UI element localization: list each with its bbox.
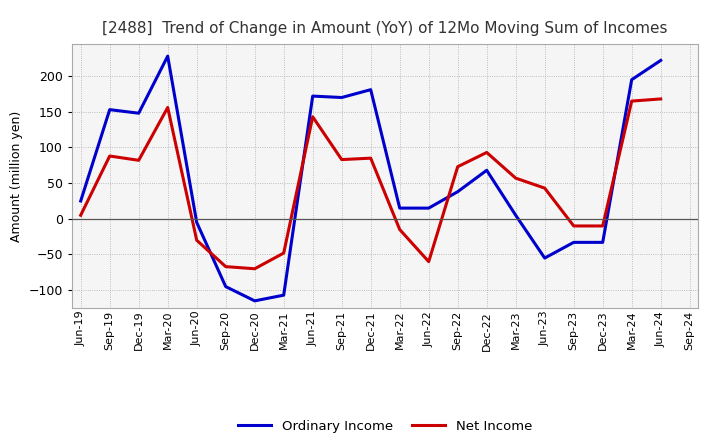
Net Income: [395, 227, 404, 232]
Net Income: [366, 155, 375, 161]
Net Income: [251, 266, 259, 271]
Line: Net Income: Net Income: [81, 99, 661, 269]
Net Income: [570, 224, 578, 229]
Net Income: [454, 164, 462, 169]
Ordinary Income: [251, 298, 259, 304]
Net Income: [482, 150, 491, 155]
Net Income: [541, 186, 549, 191]
Net Income: [135, 158, 143, 163]
Net Income: [192, 238, 201, 243]
Ordinary Income: [338, 95, 346, 100]
Net Income: [76, 213, 85, 218]
Net Income: [221, 264, 230, 269]
Ordinary Income: [135, 110, 143, 116]
Ordinary Income: [541, 255, 549, 260]
Ordinary Income: [163, 54, 172, 59]
Ordinary Income: [221, 284, 230, 289]
Ordinary Income: [76, 198, 85, 204]
Ordinary Income: [657, 58, 665, 63]
Ordinary Income: [279, 293, 288, 298]
Net Income: [163, 105, 172, 110]
Net Income: [657, 96, 665, 102]
Ordinary Income: [598, 240, 607, 245]
Y-axis label: Amount (million yen): Amount (million yen): [10, 110, 23, 242]
Net Income: [105, 154, 114, 159]
Title: [2488]  Trend of Change in Amount (YoY) of 12Mo Moving Sum of Incomes: [2488] Trend of Change in Amount (YoY) o…: [102, 21, 668, 36]
Legend: Ordinary Income, Net Income: Ordinary Income, Net Income: [233, 415, 538, 439]
Ordinary Income: [424, 205, 433, 211]
Ordinary Income: [454, 189, 462, 194]
Ordinary Income: [570, 240, 578, 245]
Ordinary Income: [308, 93, 317, 99]
Ordinary Income: [192, 220, 201, 225]
Net Income: [511, 176, 520, 181]
Net Income: [598, 224, 607, 229]
Net Income: [424, 259, 433, 264]
Ordinary Income: [511, 213, 520, 218]
Ordinary Income: [105, 107, 114, 112]
Ordinary Income: [366, 87, 375, 92]
Net Income: [627, 99, 636, 104]
Line: Ordinary Income: Ordinary Income: [81, 56, 661, 301]
Ordinary Income: [627, 77, 636, 82]
Net Income: [279, 250, 288, 256]
Net Income: [338, 157, 346, 162]
Ordinary Income: [482, 168, 491, 173]
Ordinary Income: [395, 205, 404, 211]
Net Income: [308, 114, 317, 119]
